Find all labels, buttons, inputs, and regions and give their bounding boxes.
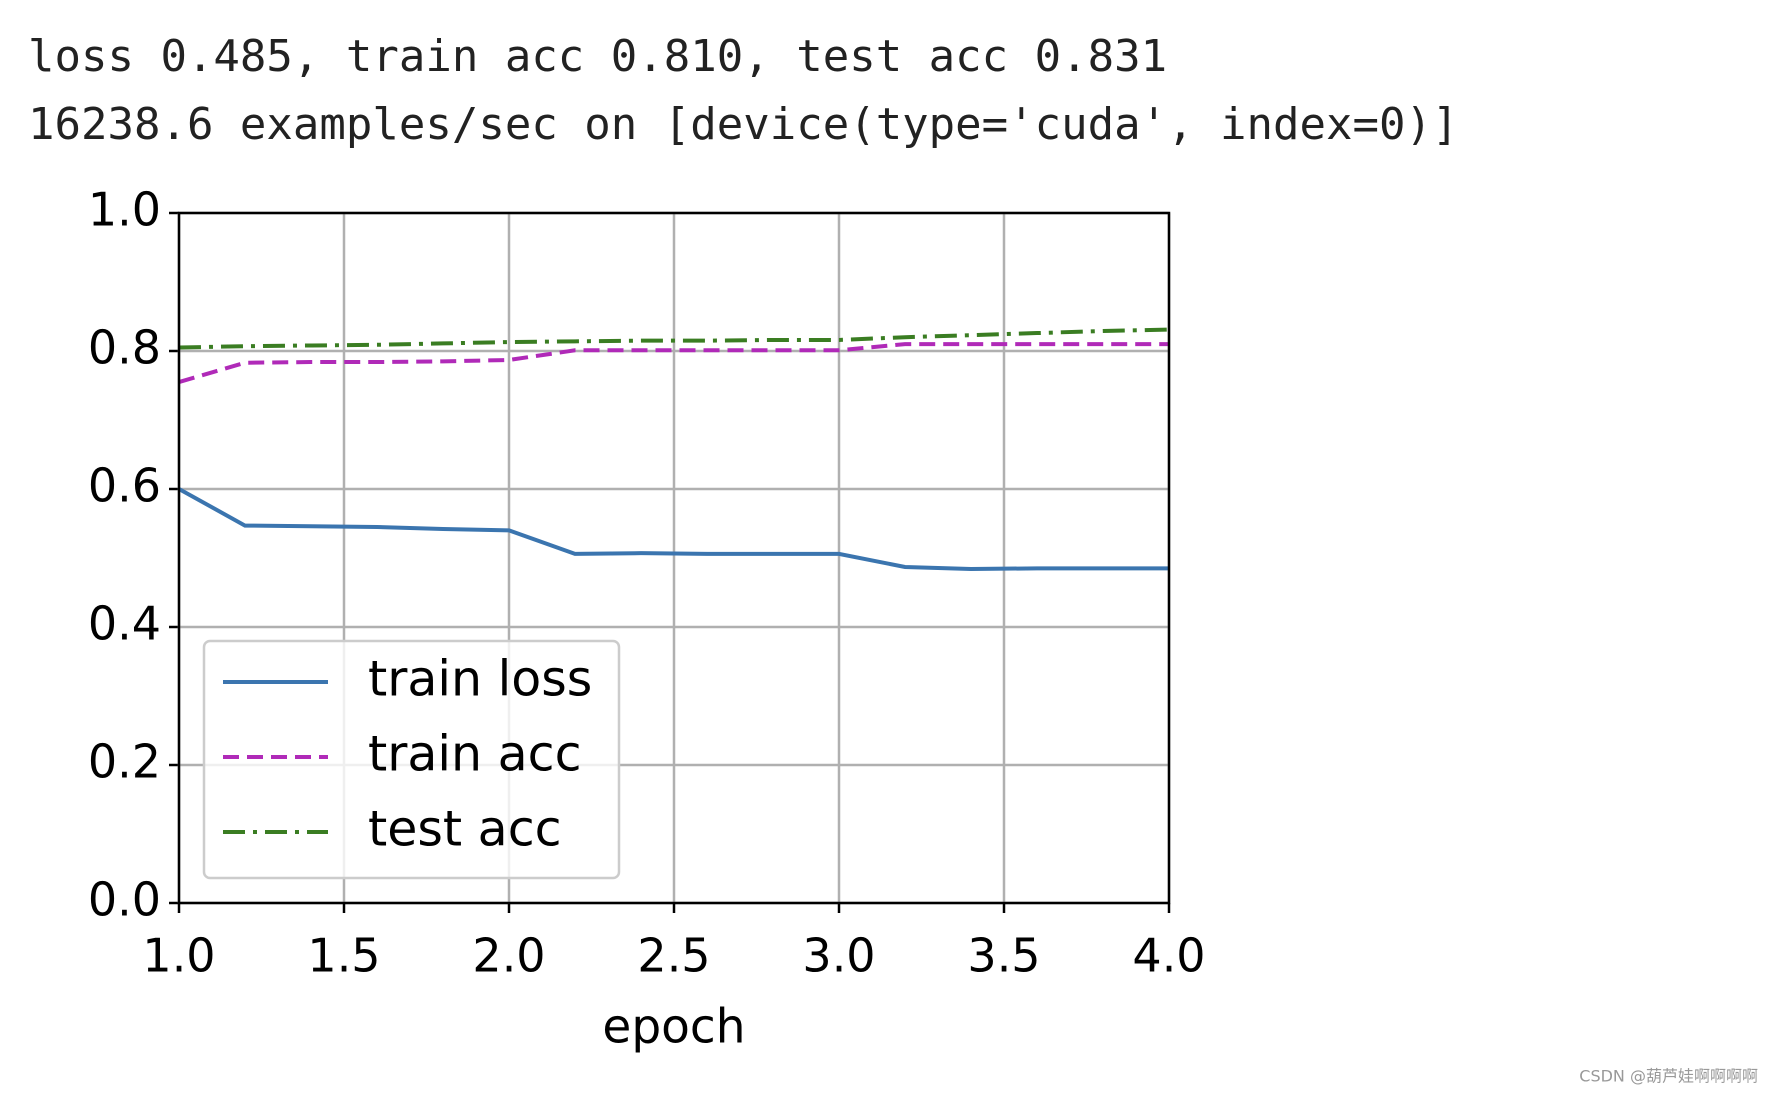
- y-tick-label: 0.4: [88, 597, 161, 651]
- output-line: 16238.6 examples/sec on [device(type='cu…: [28, 99, 1458, 150]
- output-line: loss 0.485, train acc 0.810, test acc 0.…: [28, 31, 1167, 82]
- y-tick-label: 1.0: [88, 183, 161, 237]
- y-tick-label: 0.2: [88, 735, 161, 789]
- series-line: [178, 342, 1169, 384]
- legend-label: train acc: [368, 726, 582, 783]
- x-axis-label: epoch: [602, 1000, 745, 1055]
- series-line: [178, 327, 1170, 350]
- legend-label: train loss: [368, 651, 592, 708]
- y-tick-label: 0.6: [88, 459, 161, 513]
- x-tick-label: 1.0: [142, 929, 215, 983]
- x-tick-label: 2.0: [472, 929, 545, 983]
- y-tick-label: 0.8: [88, 321, 161, 375]
- x-tick-label: 1.5: [307, 929, 380, 983]
- y-tick-label: 0.0: [88, 873, 161, 927]
- series-line: [178, 487, 1169, 572]
- x-tick-label: 3.0: [802, 929, 875, 983]
- watermark: CSDN @葫芦娃啊啊啊啊: [1579, 1067, 1758, 1086]
- x-tick-label: 3.5: [967, 929, 1040, 983]
- x-tick-label: 2.5: [637, 929, 710, 983]
- plot-frame: [177, 211, 1171, 905]
- x-tick-label: 4.0: [1132, 929, 1205, 983]
- legend-box: [202, 639, 621, 880]
- legend-label: test acc: [368, 801, 562, 858]
